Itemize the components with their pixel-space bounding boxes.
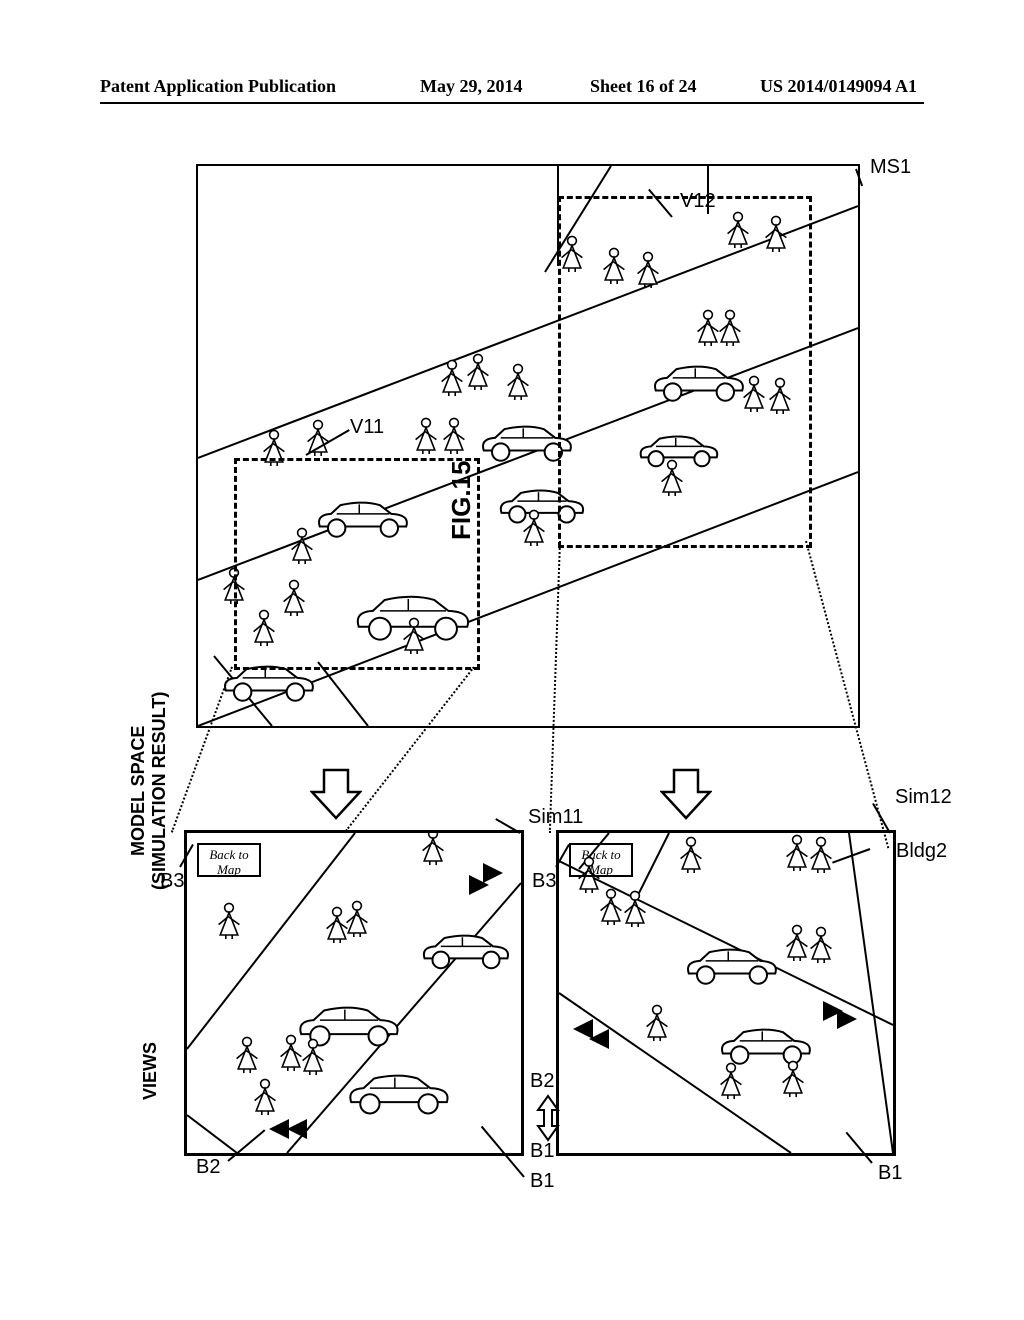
views-label: VIEWS <box>140 1042 161 1100</box>
back-to-map-button[interactable]: Back to Map <box>197 843 261 877</box>
callout-v11: V11 <box>350 416 384 439</box>
sheet-number: Sheet 16 of 24 <box>590 76 697 97</box>
callout-ms1: MS1 <box>870 156 911 179</box>
sim-view-sim11: Back to Map <box>184 830 524 1156</box>
callout-sim12: Sim12 <box>895 786 952 809</box>
page-header: Patent Application Publication May 29, 2… <box>0 76 1024 106</box>
view-region-v12 <box>558 196 812 548</box>
callout-b1-sim11: B1 <box>530 1170 554 1193</box>
model-space-panel <box>196 164 860 728</box>
publication-label: Patent Application Publication <box>100 76 336 97</box>
callout-b2-sim11: B2 <box>196 1156 220 1179</box>
callout-v12: V12 <box>680 190 716 213</box>
callout-sim11: Sim11 <box>528 806 583 829</box>
callout-b2-center: B2 <box>530 1070 554 1093</box>
callout-b1-center: B1 <box>530 1140 554 1163</box>
view-region-v11 <box>234 458 480 670</box>
callout-b3-sim11: B3 <box>160 870 184 893</box>
callout-bldg2: Bldg2 <box>896 840 947 863</box>
publication-number: US 2014/0149094 A1 <box>760 76 917 97</box>
patent-figure-page: Patent Application Publication May 29, 2… <box>0 0 1024 1320</box>
back-to-map-label: Back to Map <box>209 847 248 877</box>
callout-b1-sim12: B1 <box>878 1162 902 1185</box>
model-space-label: MODEL SPACE (SIMULATION RESULT) <box>128 692 170 890</box>
publication-date: May 29, 2014 <box>420 76 523 97</box>
sim-view-sim12: Back to Map <box>556 830 896 1156</box>
header-rule <box>100 102 924 104</box>
model-space-label-text: MODEL SPACE (SIMULATION RESULT) <box>128 692 170 890</box>
callout-b3-sim12: B3 <box>532 870 556 893</box>
back-to-map-label: Back to Map <box>581 847 620 877</box>
sim12-scene <box>559 833 893 1153</box>
sim11-scene <box>187 833 521 1153</box>
back-to-map-button[interactable]: Back to Map <box>569 843 633 877</box>
